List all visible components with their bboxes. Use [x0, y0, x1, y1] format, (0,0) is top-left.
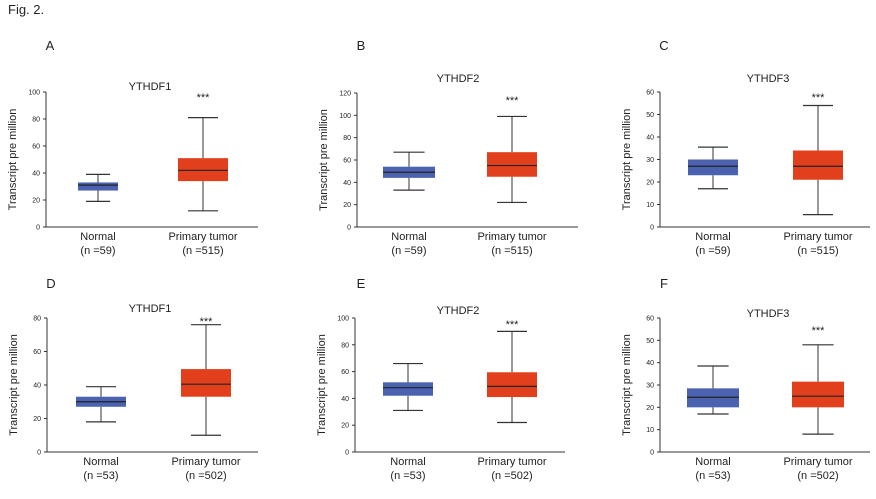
- tumor-box: [178, 158, 228, 182]
- y-tick-label: 0: [650, 225, 654, 232]
- panel-letter: D: [46, 276, 55, 291]
- y-tick-label: 40: [32, 171, 40, 178]
- y-tick-label: 100: [28, 90, 40, 97]
- panel-letter: C: [659, 38, 668, 53]
- category-label: Normal: [695, 231, 730, 243]
- y-tick-label: 60: [32, 144, 40, 151]
- category-label: Primary tumor: [477, 231, 546, 243]
- y-axis-label: Transcript pre million: [7, 109, 19, 211]
- y-tick-label: 40: [33, 383, 41, 390]
- y-tick-label: 40: [343, 180, 351, 187]
- sample-size-label: (n =53): [695, 470, 730, 482]
- category-label: Normal: [695, 456, 730, 468]
- tumor-box: [793, 150, 843, 180]
- sample-size-label: (n =515): [797, 245, 838, 257]
- y-tick-label: 0: [650, 450, 654, 457]
- y-tick-label: 80: [341, 342, 349, 349]
- figure-label: Fig. 2.: [8, 2, 45, 17]
- y-tick-label: 20: [343, 202, 351, 209]
- panel-title: YTHDF3: [747, 73, 790, 85]
- category-label: Normal: [390, 456, 425, 468]
- category-label: Normal: [391, 231, 426, 243]
- y-tick-label: 20: [646, 180, 654, 187]
- y-tick-label: 20: [341, 423, 349, 430]
- y-tick-label: 50: [646, 338, 654, 345]
- normal-box: [688, 159, 738, 176]
- panel-title: YTHDF1: [129, 81, 172, 93]
- category-label: Primary tumor: [783, 231, 852, 243]
- y-tick-label: 80: [343, 135, 351, 142]
- significance-stars: ***: [812, 325, 826, 337]
- normal-box: [78, 182, 118, 191]
- sample-size-label: (n =515): [491, 245, 532, 257]
- category-label: Primary tumor: [171, 456, 240, 468]
- significance-stars: ***: [506, 95, 520, 107]
- y-tick-label: 120: [339, 91, 351, 98]
- sample-size-label: (n =502): [797, 470, 838, 482]
- y-tick-label: 0: [36, 225, 40, 232]
- y-tick-label: 40: [646, 135, 654, 142]
- y-tick-label: 40: [646, 360, 654, 367]
- y-tick-label: 30: [646, 383, 654, 390]
- panel-letter: E: [357, 276, 366, 291]
- panel-title: YTHDF3: [747, 308, 790, 320]
- tumor-box: [181, 369, 231, 397]
- y-tick-label: 60: [646, 90, 654, 97]
- sample-size-label: (n =53): [390, 470, 425, 482]
- significance-stars: ***: [506, 319, 520, 331]
- sample-size-label: (n =59): [391, 245, 426, 257]
- y-axis-label: Transcript pre million: [621, 109, 633, 211]
- panel-title: YTHDF2: [437, 305, 480, 317]
- y-axis-label: Transcript pre million: [316, 334, 328, 436]
- y-tick-label: 50: [646, 112, 654, 119]
- y-axis-label: Transcript pre million: [318, 109, 330, 211]
- y-tick-label: 40: [341, 396, 349, 403]
- y-tick-label: 60: [646, 316, 654, 323]
- panel-letter: B: [357, 38, 366, 53]
- y-axis-label: Transcript pre million: [8, 334, 20, 436]
- y-axis-label: Transcript pre million: [621, 334, 633, 436]
- tumor-box: [792, 381, 844, 408]
- y-tick-label: 10: [646, 427, 654, 434]
- y-tick-label: 20: [32, 198, 40, 205]
- normal-box: [383, 382, 433, 396]
- y-tick-label: 10: [646, 202, 654, 209]
- y-tick-label: 60: [343, 158, 351, 165]
- category-label: Primary tumor: [477, 456, 546, 468]
- sample-size-label: (n =53): [83, 470, 118, 482]
- category-label: Primary tumor: [168, 231, 237, 243]
- y-tick-label: 80: [33, 316, 41, 323]
- y-tick-label: 60: [341, 369, 349, 376]
- y-tick-label: 80: [32, 117, 40, 124]
- y-tick-label: 60: [33, 349, 41, 356]
- sample-size-label: (n =59): [80, 245, 115, 257]
- significance-stars: ***: [812, 92, 826, 104]
- y-tick-label: 20: [33, 416, 41, 423]
- tumor-box: [487, 372, 537, 398]
- y-tick-label: 0: [345, 450, 349, 457]
- y-tick-label: 100: [337, 316, 349, 323]
- y-tick-label: 0: [37, 450, 41, 457]
- y-tick-label: 20: [646, 405, 654, 412]
- category-label: Normal: [80, 231, 115, 243]
- panel-letter: A: [46, 38, 55, 53]
- panel-letter: F: [660, 276, 668, 291]
- tumor-box: [487, 152, 537, 177]
- panel-title: YTHDF1: [129, 303, 172, 315]
- sample-size-label: (n =515): [182, 245, 223, 257]
- sample-size-label: (n =502): [491, 470, 532, 482]
- sample-size-label: (n =59): [695, 245, 730, 257]
- category-label: Primary tumor: [783, 456, 852, 468]
- category-label: Normal: [83, 456, 118, 468]
- significance-stars: ***: [197, 92, 211, 104]
- panel-title: YTHDF2: [437, 73, 480, 85]
- y-tick-label: 0: [347, 225, 351, 232]
- sample-size-label: (n =502): [185, 470, 226, 482]
- y-tick-label: 100: [339, 113, 351, 120]
- y-tick-label: 30: [646, 157, 654, 164]
